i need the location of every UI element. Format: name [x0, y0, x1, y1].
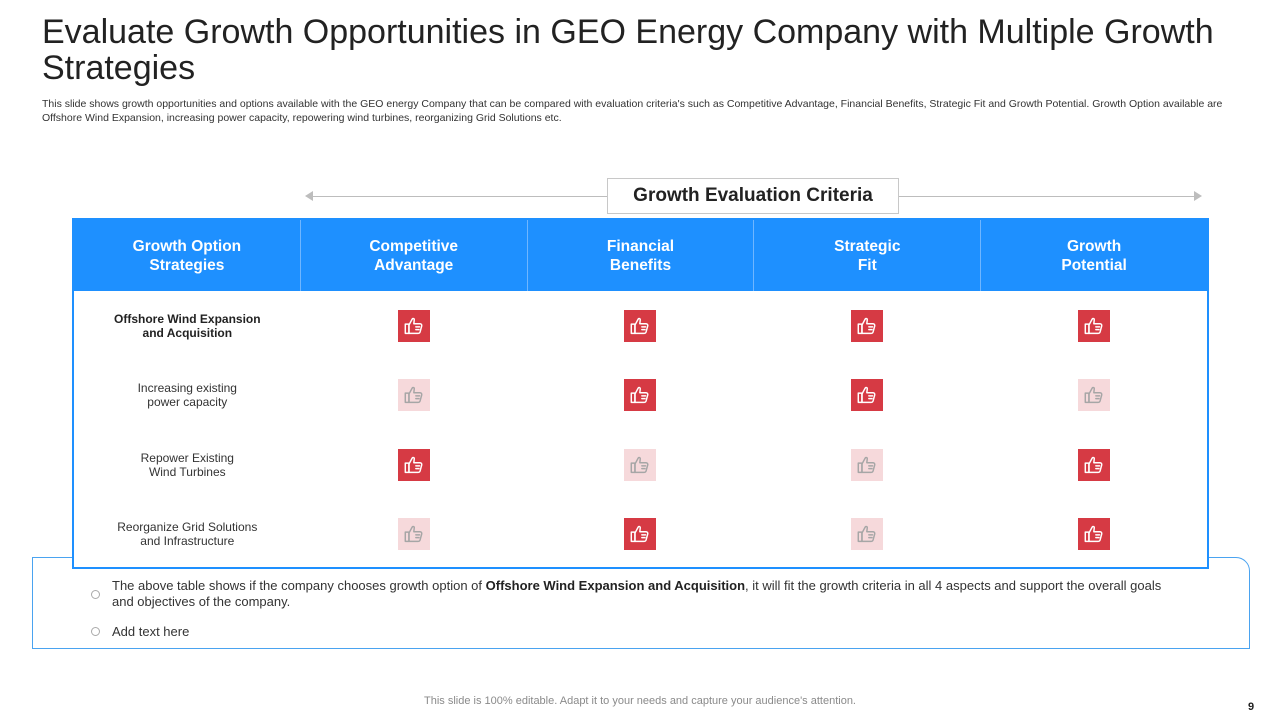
- table-cell: [754, 379, 981, 412]
- criteria-label: Growth Evaluation Criteria: [607, 178, 899, 214]
- header-growth-potential: Growth Potential: [1061, 237, 1127, 274]
- note-1: The above table shows if the company cho…: [112, 578, 1172, 610]
- table-body: Offshore Wind Expansion and Acquisition I…: [74, 291, 1207, 569]
- table-row: Reorganize Grid Solutions and Infrastruc…: [74, 500, 1207, 570]
- table-cell: [980, 518, 1207, 551]
- row-label: Increasing existing power capacity: [137, 381, 237, 410]
- table-cell: [301, 309, 528, 342]
- table-cell: [301, 518, 528, 551]
- header-growth-option: Growth Option Strategies: [74, 220, 301, 291]
- evaluation-table: Growth Option Strategies Competitive Adv…: [72, 218, 1209, 569]
- table-cell: [754, 309, 981, 342]
- thumbs-up-faded-icon: [851, 518, 884, 551]
- header-competitive-advantage: Competitive Advantage: [301, 220, 528, 291]
- thumbs-up-icon: [624, 379, 657, 412]
- table-cell: [527, 379, 754, 412]
- arrow-left-icon: [305, 191, 313, 201]
- page-number: 9: [1248, 701, 1255, 713]
- table-header: Growth Option Strategies Competitive Adv…: [74, 220, 1207, 291]
- thumbs-up-faded-icon: [397, 518, 430, 551]
- note-1-emphasis: Offshore Wind Expansion and Acquisition: [485, 578, 746, 593]
- table-row: Increasing existing power capacity: [74, 361, 1207, 431]
- table-cell: [527, 309, 754, 342]
- row-label: Repower Existing Wind Turbines: [140, 450, 234, 479]
- note-2[interactable]: Add text here: [112, 624, 190, 639]
- slide-subtitle: This slide shows growth opportunities an…: [42, 98, 1223, 124]
- footer-text: This slide is 100% editable. Adapt it to…: [424, 695, 856, 707]
- thumbs-up-icon: [851, 379, 884, 412]
- thumbs-up-icon: [1077, 518, 1110, 551]
- row-label: Offshore Wind Expansion and Acquisition: [114, 311, 261, 340]
- table-cell: [754, 518, 981, 551]
- header-financial-benefits: Financial Benefits: [528, 220, 755, 291]
- thumbs-up-icon: [851, 309, 884, 342]
- bullet-icon: [91, 590, 100, 599]
- bullet-icon: [91, 627, 100, 636]
- table-cell: [301, 448, 528, 481]
- note-1-prefix: The above table shows if the company cho…: [112, 578, 486, 593]
- table-cell: [301, 379, 528, 412]
- table-row: Repower Existing Wind Turbines: [74, 430, 1207, 500]
- thumbs-up-icon: [624, 518, 657, 551]
- table-cell: [980, 309, 1207, 342]
- thumbs-up-faded-icon: [1077, 379, 1110, 412]
- table-cell: [980, 448, 1207, 481]
- note-1-suffix: , it will fit the growth criteria in all…: [112, 578, 1162, 609]
- thumbs-up-icon: [397, 309, 430, 342]
- table-cell: [527, 518, 754, 551]
- table-cell: [527, 448, 754, 481]
- table-row: Offshore Wind Expansion and Acquisition: [74, 291, 1207, 361]
- thumbs-up-icon: [1077, 448, 1110, 481]
- thumbs-up-icon: [397, 448, 430, 481]
- thumbs-up-faded-icon: [851, 448, 884, 481]
- thumbs-up-icon: [624, 309, 657, 342]
- table-cell: [980, 379, 1207, 412]
- thumbs-up-faded-icon: [397, 379, 430, 412]
- thumbs-up-faded-icon: [624, 448, 657, 481]
- slide-title: Evaluate Growth Opportunities in GEO Ene…: [42, 13, 1214, 87]
- header-strategic-fit: Strategic Fit: [754, 220, 982, 291]
- notes-box: The above table shows if the company cho…: [32, 557, 1250, 649]
- row-label: Reorganize Grid Solutions and Infrastruc…: [117, 520, 258, 549]
- table-cell: [754, 448, 981, 481]
- arrow-right-icon: [1194, 191, 1202, 201]
- thumbs-up-icon: [1077, 309, 1110, 342]
